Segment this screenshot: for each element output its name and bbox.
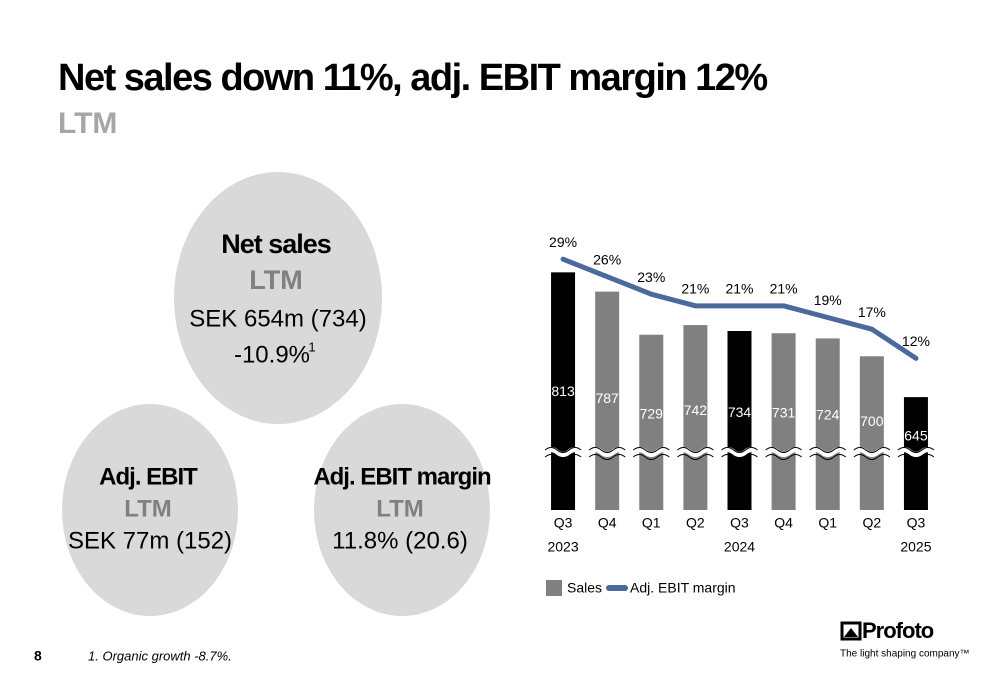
x-tick-label: Q2 <box>862 515 881 531</box>
bubble <box>174 172 382 424</box>
x-year-label: 2024 <box>724 539 755 555</box>
axis-break <box>632 447 670 460</box>
bubble-title: Net sales <box>221 229 331 259</box>
axis-break <box>543 447 583 457</box>
bubble-period: LTM <box>376 495 424 522</box>
line-label: 26% <box>593 251 621 267</box>
bubble-title: Adj. EBIT margin <box>313 463 491 490</box>
line-label: 12% <box>902 333 930 349</box>
axis-break <box>808 447 848 457</box>
bar-label: 645 <box>904 428 928 444</box>
legend-label: Sales <box>567 580 602 596</box>
axis-break <box>587 447 627 457</box>
line-label: 29% <box>549 234 577 250</box>
bubble <box>314 404 490 616</box>
bar <box>551 272 576 510</box>
bubble <box>62 404 238 616</box>
x-tick-label: Q1 <box>818 515 837 531</box>
footnote: 1. Organic growth -8.7%. <box>88 648 232 663</box>
bar <box>771 333 796 510</box>
x-tick-label: Q4 <box>598 515 617 531</box>
x-tick-label: Q3 <box>907 515 926 531</box>
x-tick-label: Q4 <box>774 515 793 531</box>
axis-break <box>896 447 936 457</box>
bar <box>683 325 708 510</box>
x-tick-label: Q1 <box>642 515 661 531</box>
bar-label: 813 <box>551 383 575 399</box>
bubble-value: SEK 654m (734) <box>189 305 366 332</box>
axis-break <box>677 447 714 460</box>
axis-break <box>852 447 892 457</box>
axis-break <box>853 447 891 460</box>
bar <box>639 334 664 510</box>
line-label: 21% <box>681 281 709 297</box>
axis-break <box>544 447 582 460</box>
line-label: 19% <box>814 292 842 308</box>
axis-break <box>631 447 671 457</box>
bar-label: 734 <box>728 404 752 420</box>
x-year-label: 2025 <box>900 539 931 555</box>
chart: 813 Q3 2023 787 Q4 729 Q1 742 Q2 734 Q3 2024 731 Q4 72… <box>543 234 936 555</box>
legend-swatch <box>546 580 562 596</box>
bar <box>859 356 884 510</box>
logo-icon <box>844 628 858 637</box>
legend-label: Adj. EBIT margin <box>630 580 736 596</box>
logo-icon <box>840 621 862 641</box>
tagline: The light shaping company™ <box>840 649 970 660</box>
bubble-growth: -10.9% <box>234 341 310 368</box>
bar <box>815 338 840 510</box>
bar-label: 729 <box>640 405 664 421</box>
bar-label: 731 <box>772 405 796 421</box>
axis-break <box>765 447 802 460</box>
x-tick-label: Q3 <box>730 515 749 531</box>
bubble-value: 11.8% (20.6) <box>332 527 468 554</box>
bar-label: 742 <box>684 402 708 418</box>
x-tick-label: Q3 <box>554 515 573 531</box>
bar-label: 700 <box>860 413 884 429</box>
line <box>560 256 919 361</box>
bar-label: 787 <box>595 390 619 406</box>
axis-break <box>721 447 758 460</box>
x-year-label: 2023 <box>547 539 578 555</box>
x-tick-label: Q2 <box>686 515 705 531</box>
line-label: 21% <box>725 281 753 297</box>
axis-break <box>897 447 935 460</box>
bar <box>727 331 752 510</box>
line-label: 17% <box>858 304 886 320</box>
bar <box>595 291 620 510</box>
page-number: 8 <box>34 648 42 664</box>
bar-label: 724 <box>816 407 840 423</box>
axis-break <box>588 447 626 460</box>
axis-break <box>764 447 804 457</box>
bubble-title: Adj. EBIT <box>99 463 198 490</box>
axis-break <box>675 447 715 457</box>
axis-break <box>719 447 760 457</box>
bubble-value: SEK 77m (152) <box>68 527 232 554</box>
note-ref: 1 <box>308 339 315 354</box>
subtitle: LTM <box>58 107 117 140</box>
bubble-period: LTM <box>249 265 302 295</box>
bubble-period: LTM <box>124 495 172 522</box>
line-label: 23% <box>637 269 665 285</box>
title: Net sales down 11%, adj. EBIT margin 12% <box>58 57 767 99</box>
logo: Profoto <box>862 618 934 643</box>
line-label: 21% <box>770 281 798 297</box>
axis-break <box>809 447 847 460</box>
